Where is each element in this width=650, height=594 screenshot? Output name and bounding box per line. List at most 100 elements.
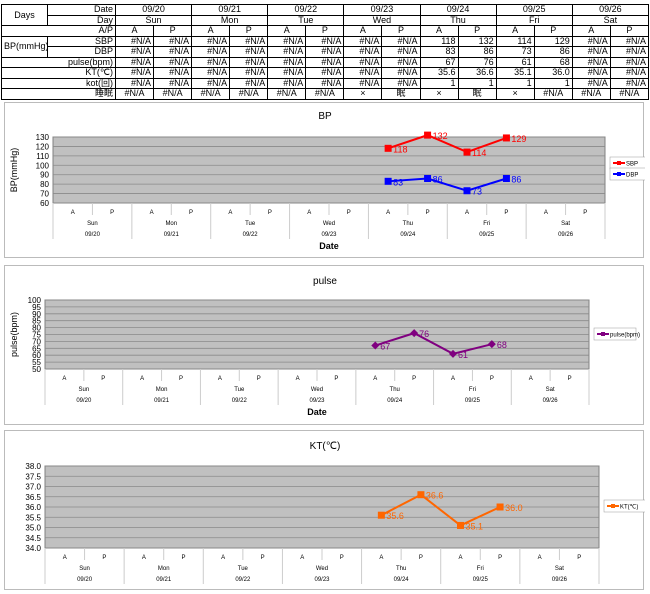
legend-box xyxy=(609,167,645,181)
pulse-value: #N/A xyxy=(305,56,345,68)
legend-label: pulse(bpm) xyxy=(610,333,640,339)
ap-cell: P xyxy=(609,25,650,37)
dbp-value: 86 xyxy=(533,46,573,58)
x-ap-label: P xyxy=(268,210,272,216)
dbp-value: #N/A xyxy=(191,46,231,58)
dbp-value: #N/A xyxy=(267,46,307,58)
sleep-value: #N/A xyxy=(533,88,573,100)
ap-cell: A xyxy=(419,25,459,37)
kt-chart: KT(℃) 34.0 34.5 35.0 35.5 36.0 36.5 37.0 37.5 38.… xyxy=(4,430,645,590)
y-tick-label: 70 xyxy=(32,337,41,346)
x-day-label: Thu xyxy=(403,221,413,227)
legend-marker xyxy=(617,161,621,165)
data-label: 132 xyxy=(433,131,448,141)
legend-box xyxy=(603,499,645,513)
ap-row: A/P A P A P A P A P A P A P A P xyxy=(1,25,650,37)
sbp-value: #N/A xyxy=(571,35,611,47)
pulse-value: 61 xyxy=(495,56,535,68)
x-date-label: 09/22 xyxy=(243,232,259,238)
x-day-label: Thu xyxy=(396,566,406,572)
pulse-value: #N/A xyxy=(267,56,307,68)
sbp-value: #N/A xyxy=(191,35,231,47)
x-day-label: Sun xyxy=(87,221,98,227)
ap-cell: A xyxy=(495,25,535,37)
sbp-value: 118 xyxy=(419,35,459,47)
sleep-value: #N/A xyxy=(571,88,611,100)
kot-value: #N/A xyxy=(343,77,383,89)
kt-value: #N/A xyxy=(381,67,421,79)
ap-cell: P xyxy=(305,25,345,37)
sbp-value: 132 xyxy=(457,35,497,47)
x-date-label: 09/21 xyxy=(154,398,170,404)
y-tick-label: 120 xyxy=(36,142,50,151)
sleep-value: #N/A xyxy=(229,88,269,100)
ap-cell: P xyxy=(229,25,269,37)
kt-value: #N/A xyxy=(191,67,231,79)
x-date-label: 09/24 xyxy=(387,398,403,404)
x-ap-label: A xyxy=(218,376,222,382)
x-ap-label: P xyxy=(179,376,183,382)
day-cell: Mon xyxy=(191,14,269,26)
dbp-value: #N/A xyxy=(609,46,650,58)
y-tick-label: 34.5 xyxy=(25,534,41,543)
sleep-value: #N/A xyxy=(267,88,307,100)
data-label: 83 xyxy=(393,177,403,187)
kot-value: #N/A xyxy=(381,77,421,89)
sleep-header: 睡眠 xyxy=(1,88,116,100)
ap-cell: A xyxy=(571,25,611,37)
kot-value: #N/A xyxy=(114,77,155,89)
x-ap-label: A xyxy=(142,555,146,561)
kt-value: #N/A xyxy=(609,67,650,79)
legend-label: DBP xyxy=(626,173,638,179)
kot-value: #N/A xyxy=(305,77,345,89)
sbp-value: #N/A xyxy=(114,35,155,47)
pulse-value: #N/A xyxy=(609,56,650,68)
legend-marker xyxy=(601,332,605,336)
kot-value: 1 xyxy=(495,77,535,89)
dbp-row: DBP #N/A #N/A #N/A #N/A #N/A #N/A #N/A #N/A 83 86 7… xyxy=(2,46,650,58)
data-point xyxy=(417,491,425,499)
x-ap-label: P xyxy=(102,555,106,561)
pulse-value: 68 xyxy=(533,56,573,68)
legend-marker xyxy=(611,504,615,508)
x-ap-label: A xyxy=(379,555,383,561)
x-ap-label: P xyxy=(498,555,502,561)
series-line-pulse(bpm) xyxy=(374,332,493,355)
kt-value: #N/A xyxy=(229,67,269,79)
ap-header: A/P xyxy=(1,25,116,37)
x-ap-label: A xyxy=(529,376,533,382)
kt-header: KT(℃) xyxy=(1,67,116,79)
data-point xyxy=(384,177,392,185)
day-cell: Wed xyxy=(343,14,421,26)
kt-chart-svg: KT(℃)34.034.535.035.536.036.537.037.538.… xyxy=(25,441,645,584)
bp-header: BP(mmHg) xyxy=(1,35,48,58)
x-ap-label: P xyxy=(419,555,423,561)
x-date-label: 09/26 xyxy=(552,577,568,583)
y-axis-label: pulse(bpm) xyxy=(9,312,19,357)
data-label: 86 xyxy=(433,174,443,184)
day-cell: Sat xyxy=(571,14,650,26)
x-date-label: 09/21 xyxy=(164,232,180,238)
sbp-header: SBP xyxy=(47,35,116,47)
x-day-label: Fri xyxy=(483,221,490,227)
y-tick-label: 75 xyxy=(32,331,41,340)
data-label: 36.0 xyxy=(505,503,523,513)
sbp-value: #N/A xyxy=(381,35,421,47)
sleep-value: × xyxy=(419,88,459,100)
sbp-value: #N/A xyxy=(267,35,307,47)
ap-cell: A xyxy=(114,25,155,37)
dbp-value: #N/A xyxy=(305,46,345,58)
y-tick-label: 36.0 xyxy=(25,503,41,512)
x-ap-label: A xyxy=(221,555,225,561)
days-header: Days xyxy=(1,4,48,26)
x-ap-label: A xyxy=(458,555,462,561)
chart-title: BP xyxy=(318,111,332,122)
day-row: Day Sun Mon Tue Wed Thu Fri Sat xyxy=(2,14,650,26)
x-date-label: 09/25 xyxy=(473,577,489,583)
data-label: 35.1 xyxy=(466,521,484,531)
x-date-label: 09/24 xyxy=(400,232,416,238)
data-point xyxy=(410,329,419,338)
x-ap-label: A xyxy=(386,210,390,216)
x-day-label: Wed xyxy=(323,221,335,227)
